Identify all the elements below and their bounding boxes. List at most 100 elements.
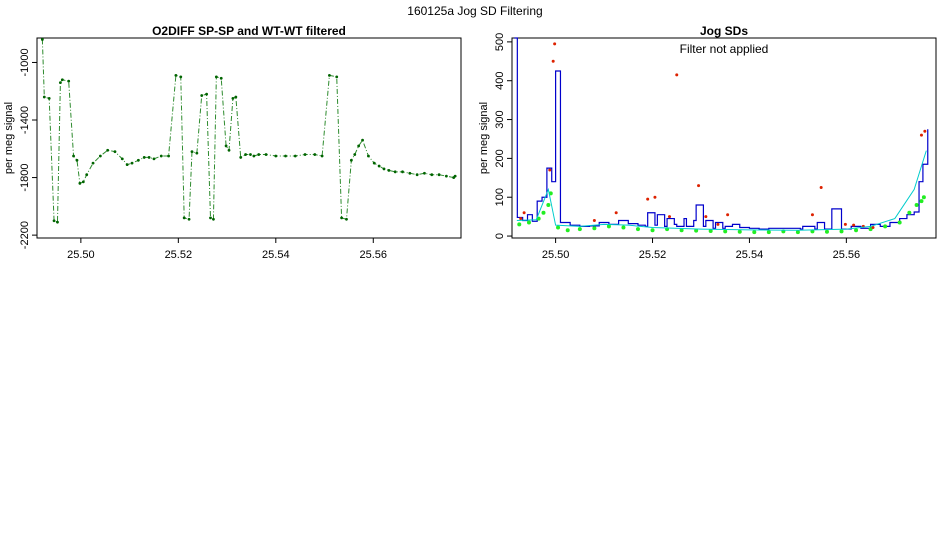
data-point (349, 158, 353, 162)
x-tick-label: 25.50 (67, 249, 95, 261)
data-point (382, 167, 386, 171)
data-point (136, 158, 140, 162)
right-plot-frame (511, 37, 937, 239)
data-point (519, 217, 523, 221)
y-tick-label: 500 (494, 33, 506, 51)
data-point (526, 220, 531, 225)
data-point (907, 210, 912, 215)
data-point (244, 153, 247, 156)
data-point (231, 97, 235, 100)
data-point (635, 227, 640, 232)
data-point (187, 217, 191, 221)
data-point (548, 168, 552, 172)
left-plot-area (40, 38, 457, 224)
x-tick-label: 25.54 (736, 249, 764, 261)
right-plot-area (514, 37, 929, 235)
data-point (234, 95, 238, 99)
data-point (219, 76, 223, 80)
data-point (704, 215, 708, 219)
data-point (553, 42, 557, 46)
data-point (871, 226, 875, 230)
data-point (653, 195, 657, 199)
data-point (621, 225, 626, 230)
data-point (56, 220, 59, 224)
data-point (52, 219, 56, 223)
data-point (824, 229, 829, 234)
data-point (675, 73, 679, 77)
left-x-axis: 25.50 25.52 25.54 25.56 (67, 238, 387, 261)
data-point (919, 133, 923, 137)
y-tick-label: 0 (494, 233, 506, 239)
data-point (239, 156, 243, 159)
data-point (795, 230, 800, 235)
x-tick-label: 25.52 (639, 249, 667, 261)
data-point (340, 216, 343, 220)
right-annotation: Filter not applied (680, 42, 769, 56)
panel-o2diff: O2DIFF SP-SP and WT-WT filtered per meg … (3, 24, 462, 261)
data-point (328, 74, 331, 77)
data-point (167, 154, 170, 158)
data-point (353, 153, 357, 156)
data-point (852, 223, 856, 227)
data-point (415, 173, 419, 177)
y-tick-label: 200 (494, 149, 506, 167)
data-point (72, 154, 75, 158)
data-point (130, 161, 134, 165)
data-point (47, 97, 51, 100)
data-point (335, 75, 339, 79)
data-point (921, 195, 926, 200)
data-point (40, 38, 44, 41)
data-point (113, 150, 117, 154)
data-point (264, 153, 268, 156)
data-point (810, 213, 814, 217)
data-point (257, 153, 261, 156)
data-point (606, 224, 611, 229)
data-point (249, 153, 252, 156)
data-point (577, 227, 582, 232)
data-point (195, 151, 199, 155)
data-point (592, 219, 596, 223)
right-y-axis-label: per meg signal (478, 102, 490, 174)
data-point (85, 173, 89, 177)
data-point (58, 81, 62, 85)
data-point (106, 148, 110, 152)
data-point (293, 154, 297, 158)
panel-jog-sds: Jog SDs Filter not applied per meg signa… (478, 24, 937, 261)
data-point (897, 220, 902, 225)
right-y-axis: 0 100 200 300 400 500 (494, 33, 512, 239)
data-point (98, 154, 102, 158)
data-point (839, 229, 844, 234)
data-point (522, 211, 526, 215)
data-point (444, 174, 448, 178)
data-point (646, 197, 650, 201)
data-point (190, 150, 194, 154)
data-point (453, 174, 457, 178)
data-point (650, 228, 655, 233)
right-panel-title: Jog SDs (700, 24, 748, 38)
data-point (75, 158, 79, 162)
data-point (592, 226, 597, 231)
x-tick-label: 25.50 (542, 249, 570, 261)
data-point (91, 161, 95, 165)
data-point (142, 156, 146, 159)
data-point (212, 217, 215, 221)
x-tick-label: 25.56 (833, 249, 861, 261)
data-point (726, 213, 730, 217)
data-point (182, 216, 186, 220)
data-point (159, 154, 163, 158)
y-tick-label: -1400 (19, 106, 31, 134)
data-point (274, 154, 278, 158)
x-tick-label: 25.52 (165, 249, 193, 261)
data-point (401, 170, 404, 174)
data-point (357, 144, 361, 148)
left-panel-title: O2DIFF SP-SP and WT-WT filtered (152, 24, 346, 38)
line-series (516, 150, 927, 231)
data-point (200, 94, 204, 97)
data-point (614, 211, 618, 215)
data-point (423, 171, 426, 175)
data-point (147, 156, 151, 159)
data-point (437, 173, 441, 177)
data-point (224, 144, 228, 148)
y-tick-label: -1800 (19, 163, 31, 191)
data-point (914, 202, 919, 207)
